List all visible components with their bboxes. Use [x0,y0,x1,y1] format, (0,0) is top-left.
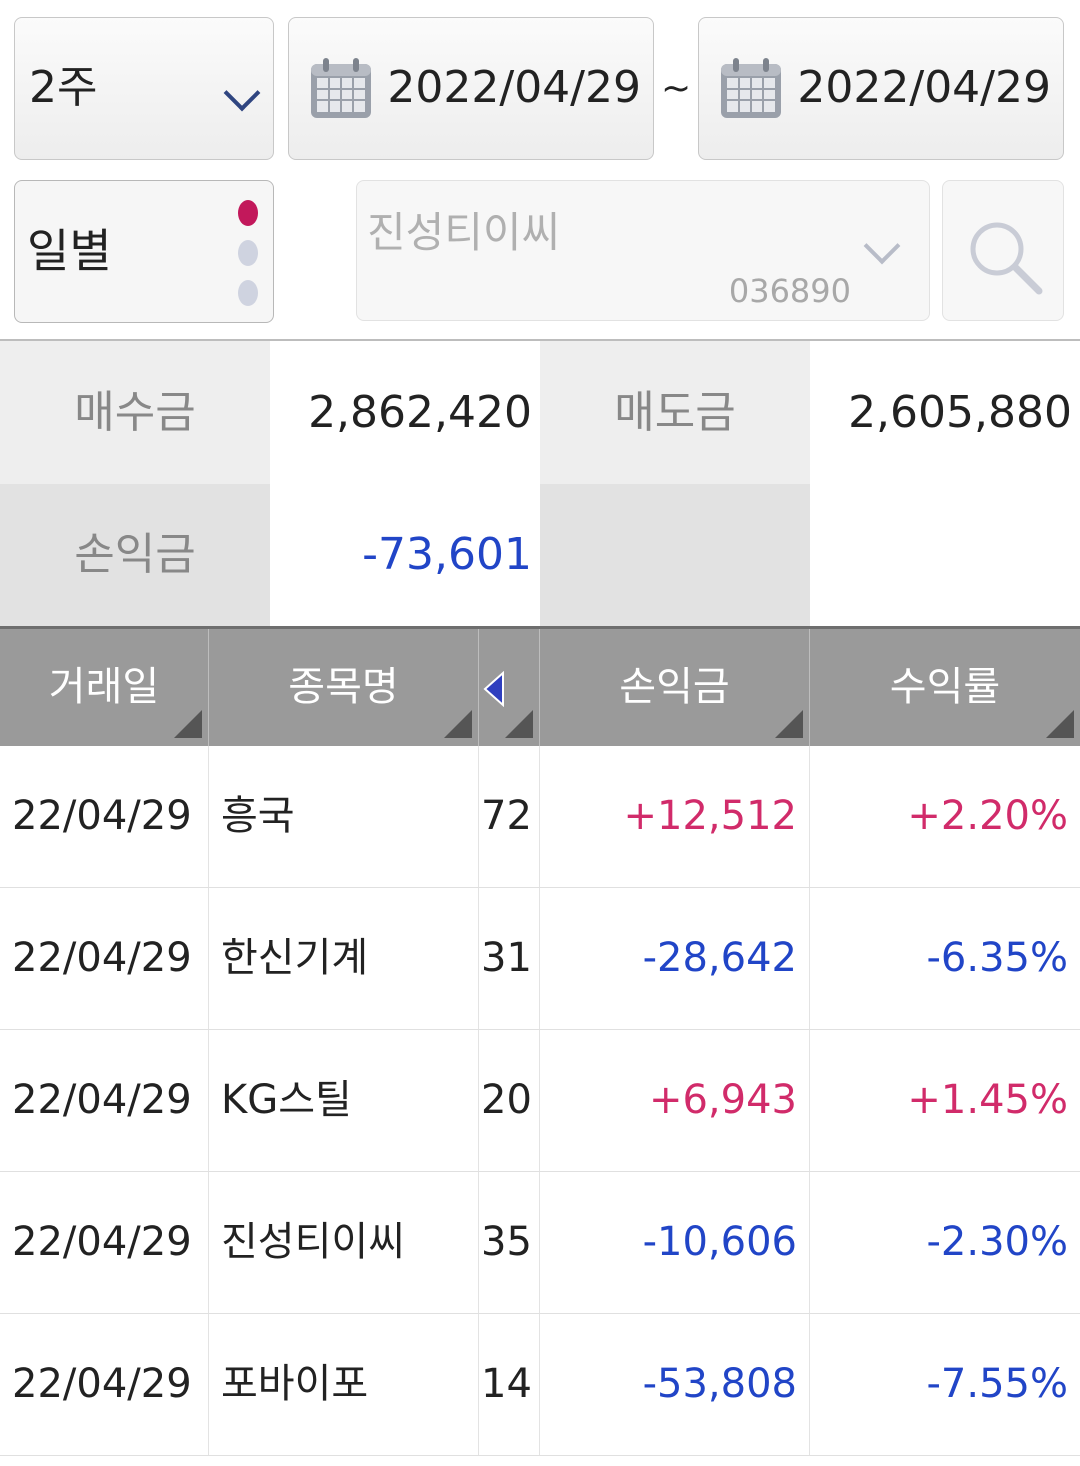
mode-label: 일별 [27,224,112,278]
table-row[interactable]: 22/04/29 한신기계 31 -28,642 -6.35% [0,888,1080,1030]
header-date[interactable]: 거래일 [0,629,209,746]
row-date: 22/04/29 [0,1172,209,1313]
date-separator: ~ [661,68,692,109]
row-rate: +1.45% [907,1077,1068,1123]
header-rate[interactable]: 수익률 [810,629,1080,746]
page-dot [238,240,258,266]
header-name-label: 종목명 [288,664,399,710]
stock-code: 036890 [728,272,851,310]
header-name[interactable]: 종목명 [209,629,479,746]
mode-toggle[interactable]: 일별 [14,180,274,323]
header-pl-label: 손익금 [619,664,730,710]
end-date-picker[interactable]: 2022/04/29 [698,17,1064,160]
row-qty: 31 [479,888,540,1029]
header-pl[interactable]: 손익금 [540,629,810,746]
period-label: 2주 [29,62,98,113]
chevron-down-icon [863,227,901,265]
calendar-icon [721,58,781,118]
sell-amount-value: 2,605,880 [810,341,1080,484]
row-qty: 20 [479,1030,540,1171]
summary-divider [0,339,1080,341]
row-name: 흥국 [209,746,479,887]
pl-amount-label: 손익금 [0,484,270,626]
row-rate: +2.20% [907,793,1068,839]
row-name: 한신기계 [209,888,479,1029]
row-qty: 35 [479,1172,540,1313]
chevron-down-icon [223,74,261,112]
table-row[interactable]: 22/04/29 진성티이씨 35 -10,606 -2.30% [0,1172,1080,1314]
sort-corner-icon [505,710,533,738]
row-pl: +12,512 [540,746,810,887]
period-select[interactable]: 2주 [14,17,274,160]
page-dot-active [238,200,258,226]
pl-amount-value: -73,601 [270,484,540,626]
search-icon [970,222,1043,295]
row-date: 22/04/29 [0,1030,209,1171]
row-date: 22/04/29 [0,746,209,887]
row-pl: +6,943 [540,1030,810,1171]
calendar-icon [311,58,371,118]
sort-corner-icon [174,710,202,738]
start-date: 2022/04/29 [387,62,641,113]
summary-empty-cell [540,484,810,626]
row-date: 22/04/29 [0,888,209,1029]
sort-corner-icon [444,710,472,738]
stock-name: 진성티이씨 [367,208,561,257]
buy-amount-label: 매수금 [0,341,270,484]
table-row[interactable]: 22/04/29 흥국 72 +12,512 +2.20% [0,746,1080,888]
row-pl: -28,642 [540,888,810,1029]
search-button[interactable] [942,180,1064,321]
row-name: 진성티이씨 [209,1172,479,1313]
sort-corner-icon [775,710,803,738]
row-rate: -6.35% [926,935,1068,981]
buy-amount-value: 2,862,420 [270,341,540,484]
sort-corner-icon [1046,710,1074,738]
row-rate: -7.55% [926,1361,1068,1407]
header-qty[interactable] [479,629,540,746]
start-date-picker[interactable]: 2022/04/29 [288,17,654,160]
table-row[interactable]: 22/04/29 KG스틸 20 +6,943 +1.45% [0,1030,1080,1172]
row-rate: -2.30% [926,1219,1068,1265]
header-date-label: 거래일 [48,664,160,710]
row-qty: 14 [479,1314,540,1455]
row-qty: 72 [479,746,540,887]
table-header: 거래일 종목명 손익금 수익률 [0,626,1080,746]
page-dot [238,280,258,306]
sell-amount-label: 매도금 [540,341,810,484]
row-pl: -10,606 [540,1172,810,1313]
stock-select[interactable]: 진성티이씨 036890 [356,180,930,321]
table-row[interactable]: 22/04/29 포바이포 14 -53,808 -7.55% [0,1314,1080,1456]
row-name: KG스틸 [209,1030,479,1171]
header-rate-label: 수익률 [889,664,1001,710]
left-arrow-icon [483,671,504,707]
row-name: 포바이포 [209,1314,479,1455]
row-date: 22/04/29 [0,1314,209,1455]
end-date: 2022/04/29 [797,62,1051,113]
summary-empty-cell [810,484,1080,626]
row-pl: -53,808 [540,1314,810,1455]
